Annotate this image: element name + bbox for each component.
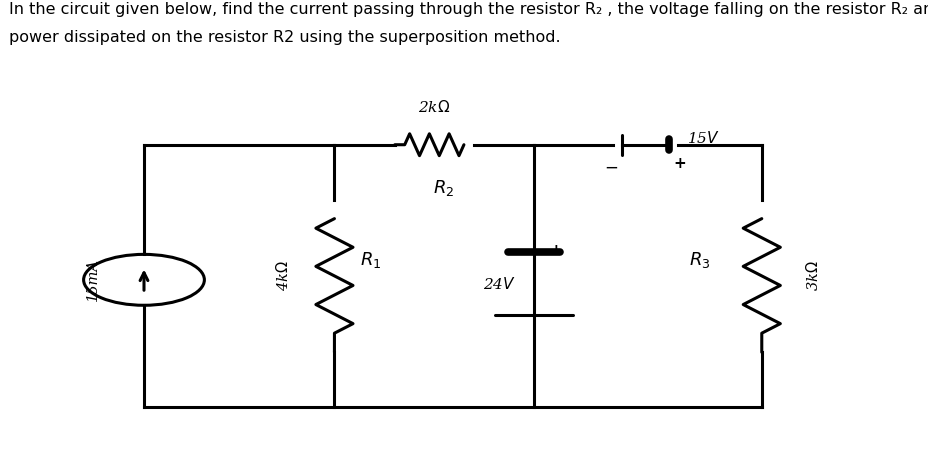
Text: +: + (548, 243, 561, 258)
Text: 15$V$: 15$V$ (687, 130, 719, 146)
Text: +: + (673, 156, 686, 171)
Text: −: − (548, 308, 563, 326)
Text: power dissipated on the resistor R2 using the superposition method.: power dissipated on the resistor R2 usin… (9, 30, 561, 45)
Text: 2k$\Omega$: 2k$\Omega$ (418, 99, 450, 115)
Text: $R_1$: $R_1$ (360, 250, 381, 270)
Text: 24$V$: 24$V$ (483, 276, 515, 292)
Text: −: − (603, 158, 617, 176)
Text: In the circuit given below, find the current passing through the resistor R₂ , t: In the circuit given below, find the cur… (9, 2, 928, 17)
Text: $R_2$: $R_2$ (432, 178, 454, 198)
Text: $R_3$: $R_3$ (689, 250, 710, 270)
Text: 3k$\Omega$: 3k$\Omega$ (804, 261, 820, 291)
Text: 4k$\Omega$: 4k$\Omega$ (275, 261, 291, 291)
Text: 15mA: 15mA (85, 258, 100, 301)
